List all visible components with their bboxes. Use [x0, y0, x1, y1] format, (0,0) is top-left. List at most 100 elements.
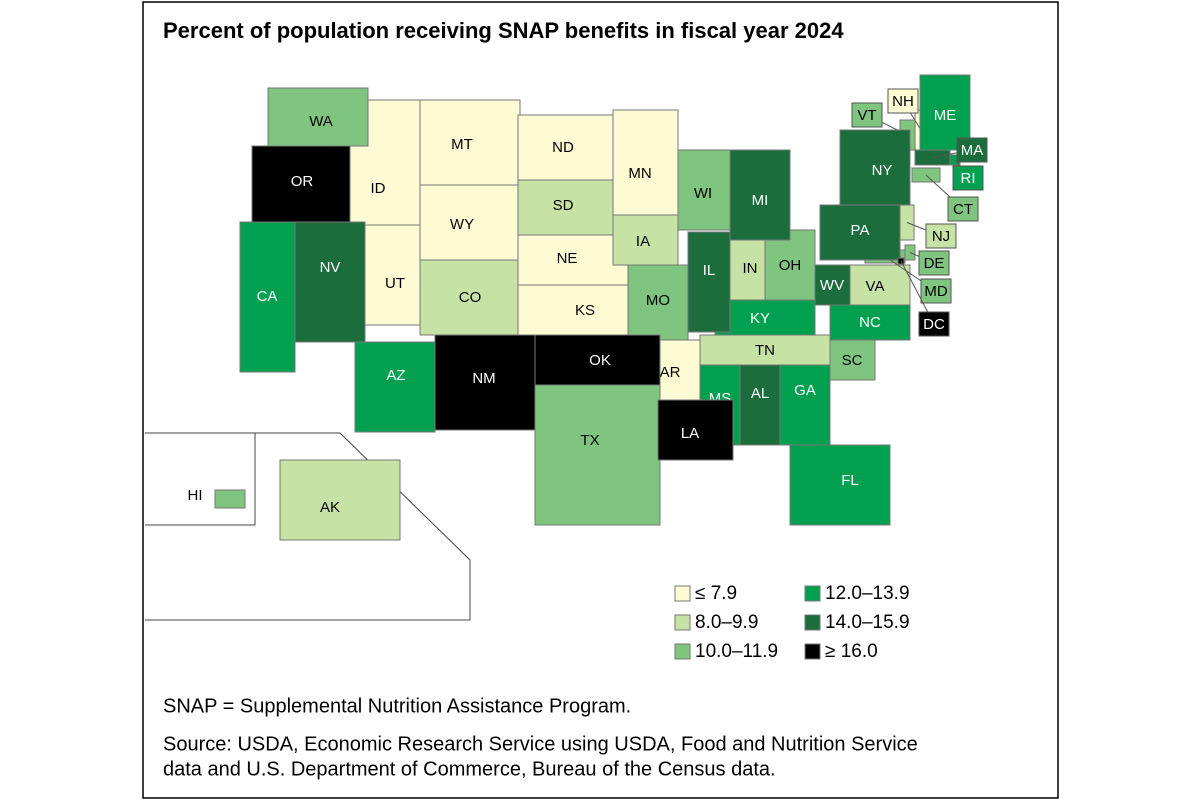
- state-label: WV: [820, 277, 844, 294]
- state-label: NC: [859, 314, 881, 331]
- alaska-inset: [145, 432, 471, 621]
- state-shape: [677, 149, 731, 231]
- state-shape: [739, 364, 781, 446]
- callout-box: [956, 137, 988, 163]
- abbreviation-note: SNAP = Supplemental Nutrition Assistance…: [163, 695, 631, 717]
- state-label: NH: [892, 93, 914, 110]
- legend-label: 10.0–11.9: [695, 641, 778, 662]
- state-label: IN: [743, 260, 758, 277]
- legend-label: 14.0–15.9: [825, 612, 910, 633]
- state-shape: [517, 179, 614, 236]
- state-label: CT: [953, 201, 973, 218]
- legend: ≤ 7.9 8.0–9.9 10.0–11.9 12.0–13.9 14.0–15.9 ≥…: [674, 583, 910, 662]
- legend-swatch: [674, 585, 691, 602]
- legend-label: 12.0–13.9: [825, 583, 910, 604]
- state-label: IL: [703, 262, 716, 279]
- legend-label: 8.0–9.9: [695, 612, 758, 633]
- state-label: DC: [923, 316, 945, 333]
- callout-box: [925, 223, 957, 249]
- state-shape: [534, 334, 661, 386]
- callout-box: [920, 278, 952, 304]
- state-label: OH: [779, 257, 802, 274]
- state-label: OK: [589, 352, 611, 369]
- state-shape: [627, 264, 689, 341]
- state-label: NE: [557, 250, 578, 267]
- state-label: MI: [752, 192, 769, 209]
- state-label: RI: [961, 170, 976, 187]
- state-label: MA: [961, 142, 984, 159]
- state-label: NV: [320, 259, 341, 276]
- state-shape: [612, 214, 679, 266]
- state-label: TX: [580, 432, 599, 449]
- state-shape: [279, 459, 401, 541]
- state-shape: [434, 334, 536, 431]
- state-label: NJ: [932, 228, 950, 245]
- state-shape: [534, 384, 661, 526]
- state-label: KS: [575, 302, 595, 319]
- state-label: AL: [751, 385, 769, 402]
- callout-box: [887, 88, 919, 114]
- state-shape: [829, 304, 911, 341]
- state-shape: [829, 339, 876, 381]
- state-label: FL: [841, 472, 859, 489]
- state-shape: [354, 341, 436, 433]
- state-label: WA: [309, 113, 333, 130]
- state-label: LA: [681, 425, 699, 442]
- state-label: UT: [385, 275, 405, 292]
- source-note: data and U.S. Department of Commerce, Bu…: [163, 758, 776, 780]
- legend-swatch: [674, 643, 691, 660]
- state-label: MN: [628, 165, 651, 182]
- state-shape: [687, 231, 731, 333]
- state-shape: [779, 364, 831, 446]
- state-shape: [294, 221, 366, 343]
- state-shape: [657, 399, 734, 461]
- state-shape: [419, 99, 521, 186]
- states: MT ID WY UT ND MN NE KS AR NH SD CO IA IN VA TN NJ AK WA WI…: [188, 74, 988, 541]
- state-shape: [517, 114, 614, 181]
- state-shape: [517, 234, 629, 286]
- legend-swatch: [804, 614, 821, 631]
- state-shape: [714, 299, 816, 336]
- state-label: MT: [451, 136, 473, 153]
- legend-swatch: [804, 585, 821, 602]
- title: Percent of population receiving SNAP ben…: [163, 18, 844, 43]
- state-label: GA: [794, 382, 816, 399]
- state-label: SD: [553, 197, 574, 214]
- state-label: WI: [694, 185, 712, 202]
- source-note: Source: USDA, Economic Research Service …: [163, 733, 918, 755]
- state-label: HI: [188, 487, 203, 504]
- state-label: IA: [636, 233, 650, 250]
- state-shape: [267, 87, 369, 147]
- callout-box: [918, 250, 950, 276]
- hawaii-inset: [145, 432, 256, 526]
- state-shape: [251, 145, 351, 223]
- state-shape: [919, 74, 971, 151]
- state-label: CO: [459, 289, 482, 306]
- state-label: SC: [842, 352, 863, 369]
- callout-box: [918, 311, 950, 337]
- state-shape: [814, 264, 851, 306]
- state-label: OR: [291, 173, 314, 190]
- state-label: VA: [866, 278, 885, 295]
- callout-box: [851, 102, 883, 128]
- state-shape: [729, 239, 771, 311]
- state-shape: [239, 221, 296, 373]
- state-label: VT: [857, 107, 876, 124]
- state-label: AK: [320, 499, 340, 516]
- legend-swatch: [804, 643, 821, 660]
- state-label: ID: [371, 180, 386, 197]
- state-shape: [839, 129, 911, 206]
- state-label: AR: [660, 364, 681, 381]
- state-label: WY: [450, 216, 474, 233]
- callout-box: [947, 196, 979, 222]
- state-label: KY: [750, 310, 770, 327]
- state-shape: [612, 109, 679, 216]
- legend-swatch: [674, 614, 691, 631]
- state-shape: [729, 149, 791, 241]
- state-label: ME: [934, 107, 957, 124]
- state-shape: [789, 444, 891, 526]
- state-label: DE: [924, 255, 945, 272]
- state-shape: [849, 264, 911, 306]
